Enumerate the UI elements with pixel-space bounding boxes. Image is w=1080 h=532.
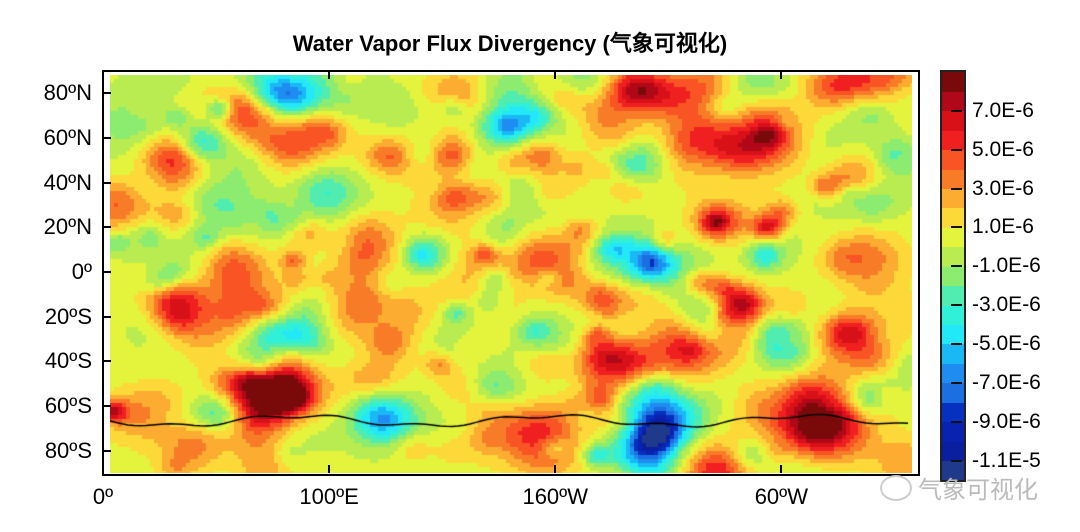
y-tick	[103, 360, 111, 363]
colorbar-tick	[951, 343, 962, 345]
colorbar-tick-label: -7.0E-6	[972, 370, 1041, 394]
y-tick	[103, 181, 111, 184]
colorbar-bin	[942, 305, 964, 326]
colorbar-bin	[942, 324, 964, 345]
x-tick	[102, 71, 104, 79]
y-tick-label: 40ºN	[43, 169, 92, 195]
colorbar-bin	[942, 363, 964, 384]
colorbar-tick	[951, 304, 962, 307]
colorbar-bin	[942, 130, 964, 151]
y-tick-label: 80ºN	[43, 80, 92, 106]
y-tick-label: 60ºN	[43, 125, 92, 150]
colorbar-bin	[942, 169, 964, 190]
x-tick	[780, 465, 783, 473]
colorbar-tick-label: -9.0E-6	[972, 409, 1041, 433]
colorbar-tick	[951, 265, 962, 268]
colorbar-tick	[951, 109, 962, 112]
x-tick	[328, 465, 331, 473]
colorbar-tick-label: -3.0E-6	[972, 293, 1041, 317]
colorbar-bin	[942, 266, 964, 287]
colorbar-bin	[942, 246, 964, 267]
colorbar-bin	[942, 344, 964, 364]
colorbar-tick	[951, 459, 962, 462]
x-tick	[102, 465, 104, 473]
y-tick	[103, 271, 111, 273]
x-tick-label: 100ºE	[299, 484, 359, 509]
chart-title: Water Vapor Flux Divergency (气象可视化)	[292, 31, 728, 56]
watermark: 气象可视化	[880, 470, 1038, 505]
y-tick-label: 20ºS	[44, 303, 92, 329]
colorbar-bin	[942, 91, 964, 112]
colorbar-tick	[951, 381, 962, 384]
colorbar	[940, 70, 966, 482]
watermark-text: 气象可视化	[918, 477, 1038, 504]
colorbar-tick-label: 3.0E-6	[972, 176, 1034, 200]
y-tick-label: 80ºS	[44, 437, 92, 463]
x-tick	[328, 71, 331, 79]
map-plot-area	[102, 70, 920, 476]
colorbar-tick-label: 7.0E-6	[972, 98, 1034, 122]
y-tick-label: 40ºS	[44, 348, 92, 374]
colorbar-bin	[942, 72, 964, 92]
divergence-field	[110, 75, 912, 473]
x-tick-label: 0º	[92, 484, 114, 509]
x-tick-label: 160ºW	[522, 484, 588, 509]
colorbar-tick-label: 5.0E-6	[972, 137, 1034, 161]
y-tick	[103, 92, 111, 95]
colorbar-tick-label: -5.0E-6	[972, 332, 1041, 355]
y-tick	[103, 449, 111, 452]
colorbar-bin	[942, 208, 964, 228]
x-tick	[780, 71, 783, 79]
colorbar-bin	[942, 402, 964, 423]
colorbar-bin	[942, 227, 964, 248]
colorbar-tick	[951, 187, 962, 190]
wechat-icon	[880, 474, 912, 501]
colorbar-bin	[942, 460, 964, 481]
y-tick	[103, 405, 111, 407]
y-tick	[103, 137, 111, 139]
y-tick	[103, 315, 111, 318]
colorbar-tick	[951, 148, 962, 151]
colorbar-tick-label: -1.0E-6	[972, 254, 1041, 278]
y-tick-label: 20ºN	[43, 214, 92, 240]
y-tick	[103, 226, 111, 229]
colorbar-tick-label: 1.0E-6	[972, 215, 1034, 239]
colorbar-bin	[942, 285, 964, 306]
colorbar-bin	[942, 110, 964, 131]
colorbar-bin	[942, 149, 964, 170]
colorbar-bin	[942, 188, 964, 209]
x-tick-label: 60ºW	[754, 484, 808, 509]
colorbar-bin	[942, 382, 964, 403]
colorbar-tick	[951, 420, 962, 423]
colorbar-bin	[942, 421, 964, 442]
y-tick-label: 0º	[71, 259, 92, 284]
colorbar-tick-label: -1.1E-5	[972, 448, 1041, 472]
x-tick	[554, 71, 557, 79]
x-tick	[554, 465, 557, 473]
y-tick-label: 60ºS	[44, 393, 92, 418]
colorbar-tick	[951, 226, 962, 229]
colorbar-bin	[942, 441, 964, 462]
